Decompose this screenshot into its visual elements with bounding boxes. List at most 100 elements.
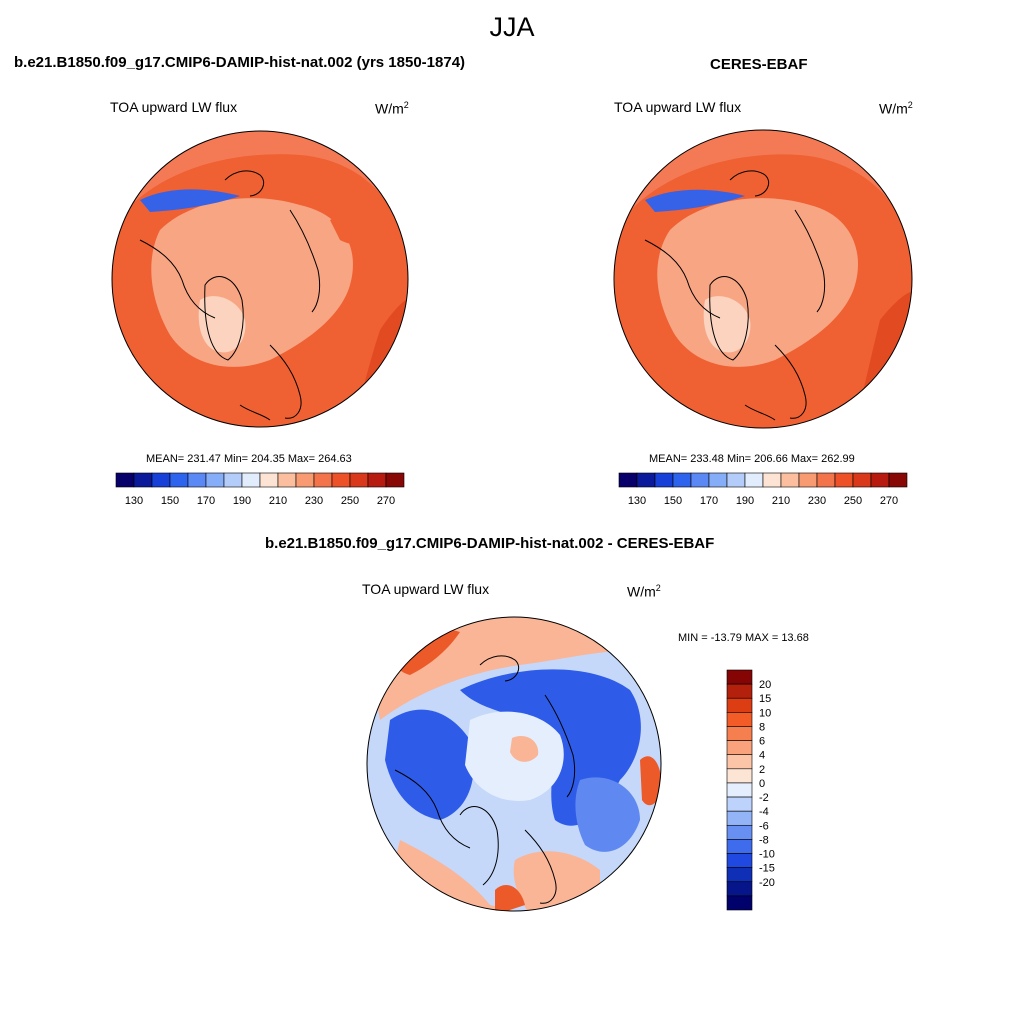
panel-1-colorbar-tick-label: 210 <box>269 495 287 507</box>
panel-1-colorbar-tick-label: 170 <box>197 495 215 507</box>
panel-1-colorbar-swatch <box>169 472 189 488</box>
panel-2-colorbar-swatch <box>636 472 656 488</box>
panel-3-colorbar-tick-label: -6 <box>759 820 769 832</box>
panel-2-colorbar-tick-label: 270 <box>880 495 898 507</box>
panel-1-colorbar-swatch <box>223 472 243 488</box>
panel-3-polar-map <box>367 617 661 911</box>
panel-2-colorbar-swatch <box>762 472 782 488</box>
panel-1-polar-map <box>112 131 408 427</box>
panel-3-colorbar-swatch <box>726 796 753 812</box>
panel-3-colorbar-tick-label: 15 <box>759 693 771 705</box>
panel-1-colorbar-swatch <box>115 472 135 488</box>
panel-3-colorbar-swatch <box>726 754 753 770</box>
panel-2-colorbar-swatch <box>870 472 890 488</box>
panel-2-colorbar-swatch <box>744 472 764 488</box>
panel-3-colorbar-tick-label: 0 <box>759 778 765 790</box>
panel-2-colorbar-swatch <box>708 472 728 488</box>
panel-2-colorbar-swatch <box>798 472 818 488</box>
panel-2-colorbar: 130 150 170 190 210 230 250 270 <box>618 472 908 507</box>
panel-3-colorbar-tick-label: 20 <box>759 679 771 691</box>
panel-3-colorbar-tick-label: 8 <box>759 721 765 733</box>
panel-1-variable-label: TOA upward LW flux <box>110 99 238 115</box>
panel-2-colorbar-swatch <box>672 472 692 488</box>
panel-1-colorbar-swatch <box>385 472 405 488</box>
panel-1-colorbar-tick-label: 270 <box>377 495 395 507</box>
panel-2-colorbar-swatch <box>816 472 836 488</box>
panel-3-colorbar-tick-label: -4 <box>759 806 769 818</box>
panel-2-stats: MEAN= 233.48 Min= 206.66 Max= 262.99 <box>649 453 855 465</box>
panel-3-colorbar-tick-label: 2 <box>759 764 765 776</box>
panel-3-units: W/m2 <box>627 583 661 600</box>
panel-1-map-border <box>111 130 409 428</box>
panel-2-colorbar-swatch <box>690 472 710 488</box>
panel-1-colorbar-swatch <box>277 472 297 488</box>
panel-2-colorbar-tick-label: 190 <box>736 495 754 507</box>
panel-3-colorbar-tick-label: 6 <box>759 736 765 748</box>
panel-1-colorbar-swatch <box>187 472 207 488</box>
panel-1-colorbar-swatch <box>349 472 369 488</box>
panel-3-stats: MIN = -13.79 MAX = 13.68 <box>678 632 809 644</box>
panel-2-colorbar-tick-label: 130 <box>628 495 646 507</box>
panel-2-colorbar-swatch <box>654 472 674 488</box>
panel-3-colorbar-swatch <box>726 839 753 854</box>
panel-1-colorbar: 130 150 170 190 210 230 250 270 <box>115 472 405 507</box>
panel-3-colorbar-tick-label: -8 <box>759 834 769 846</box>
panel-3-colorbar-swatch <box>726 881 753 897</box>
panel-1-colorbar-swatch <box>331 472 351 488</box>
panel-1-colorbar-swatch <box>133 472 153 488</box>
panel-2-colorbar-swatch <box>618 472 638 488</box>
panel-1-colorbar-swatch <box>295 472 315 488</box>
panel-3-colorbar-swatch <box>726 853 753 868</box>
panel-1-colorbar-tick-label: 230 <box>305 495 323 507</box>
panel-3-colorbar-tick-label: -2 <box>759 792 769 804</box>
season-title: JJA <box>489 12 535 42</box>
panel-3-colorbar-tick-label: -10 <box>759 849 775 861</box>
panel-1-colorbar-swatch <box>241 472 261 488</box>
panel-3-colorbar-tick-label: -15 <box>759 863 775 875</box>
panel-2-colorbar-tick-label: 230 <box>808 495 826 507</box>
panel-1-colorbar-tick-label: 250 <box>341 495 359 507</box>
panel-2-colorbar-swatch <box>852 472 872 488</box>
panel-2-title: CERES-EBAF <box>710 56 808 73</box>
panel-3-colorbar-swatch <box>726 824 753 840</box>
panel-2-colorbar-swatch <box>834 472 854 488</box>
panel-3-colorbar-swatch <box>726 895 753 911</box>
panel-2-colorbar-tick-label: 150 <box>664 495 682 507</box>
panel-1-colorbar-swatch <box>367 472 387 488</box>
panel-3-variable-label: TOA upward LW flux <box>362 581 490 597</box>
panel-3-colorbar-swatch <box>726 867 753 883</box>
panel-2-colorbar-swatch <box>888 472 908 488</box>
panel-1-units: W/m2 <box>375 100 409 117</box>
panel-1-colorbar-tick-label: 150 <box>161 495 179 507</box>
panel-2-map-border <box>613 129 913 429</box>
panel-1-colorbar-swatch <box>313 472 333 488</box>
panel-3-colorbar-swatch <box>726 669 753 685</box>
panel-3-colorbar-swatch <box>726 740 753 756</box>
panel-2-units: W/m2 <box>879 100 913 117</box>
panel-1-colorbar-swatch <box>259 472 279 488</box>
panel-2-colorbar-swatch <box>780 472 800 488</box>
panel-1-colorbar-swatch <box>205 472 225 488</box>
panel-2-colorbar-tick-label: 250 <box>844 495 862 507</box>
panel-1-colorbar-tick-label: 130 <box>125 495 143 507</box>
panel-2-colorbar-swatch <box>726 472 746 488</box>
panel-1-colorbar-tick-label: 190 <box>233 495 251 507</box>
panel-2-polar-map <box>614 130 912 428</box>
panel-2-colorbar-tick-label: 210 <box>772 495 790 507</box>
panel-3-colorbar-swatch <box>726 782 753 798</box>
panel-2-colorbar-tick-label: 170 <box>700 495 718 507</box>
panel-3-map-border <box>366 616 662 912</box>
panel-3-colorbar-swatch <box>726 697 753 713</box>
panel-1-colorbar-swatch <box>151 472 171 488</box>
panel-3-colorbar-swatch <box>726 726 753 741</box>
panel-3-colorbar-tick-label: 10 <box>759 707 771 719</box>
panel-3-title: b.e21.B1850.f09_g17.CMIP6-DAMIP-hist-nat… <box>265 535 715 552</box>
panel-3-colorbar-swatch <box>726 712 753 727</box>
panel-3-colorbar-tick-label: -20 <box>759 877 775 889</box>
panel-3-colorbar-tick-label: 4 <box>759 750 765 762</box>
panel-3-colorbar-swatch <box>726 683 753 699</box>
panel-1-stats: MEAN= 231.47 Min= 204.35 Max= 264.63 <box>146 453 352 465</box>
panel-3-colorbar-swatch <box>726 768 753 784</box>
